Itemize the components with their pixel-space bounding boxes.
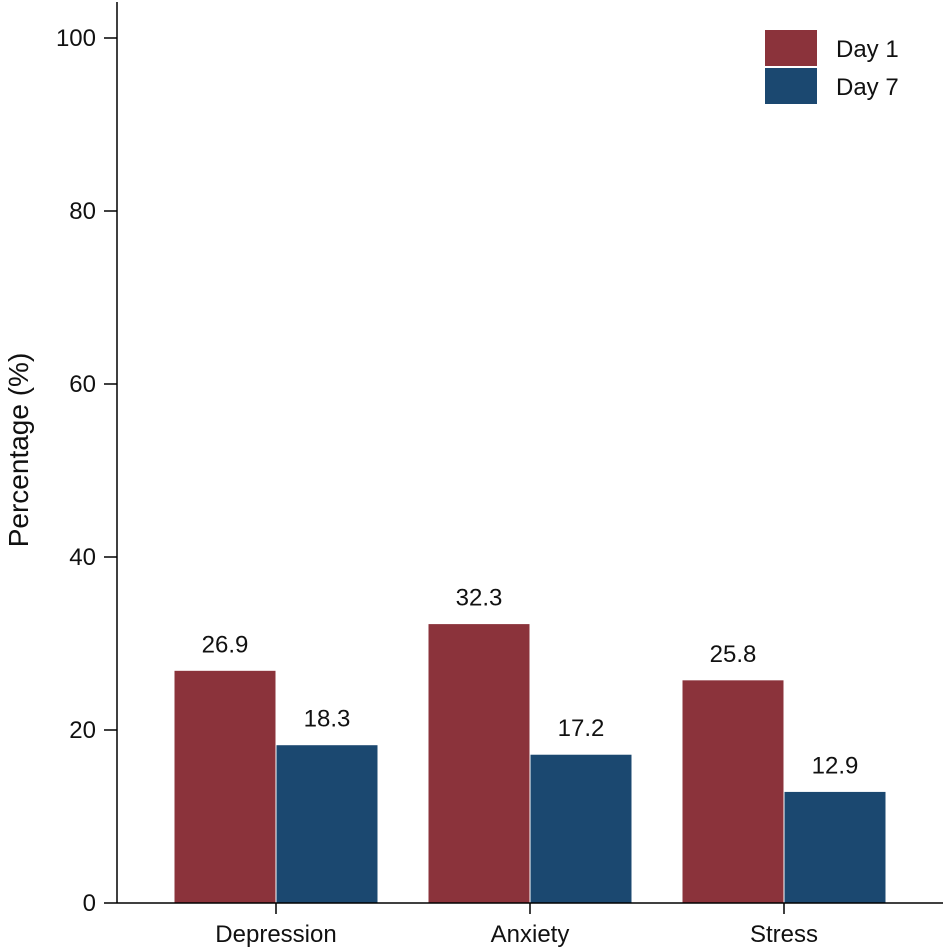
bar-anxiety-day-7	[529, 753, 633, 904]
x-tick-label-depression: Depression	[215, 921, 336, 948]
data-label-stress-day-7: 12.9	[812, 752, 859, 779]
legend-label-day-7: Day 7	[836, 74, 899, 101]
data-label-depression-day-1: 26.9	[202, 631, 249, 658]
legend-swatch-day-7	[765, 68, 817, 104]
y-tick-label: 0	[83, 890, 96, 917]
y-tick-label: 60	[69, 371, 96, 398]
y-tick-label: 80	[69, 198, 96, 225]
x-ticks-layer: Depression Anxiety Stress	[215, 903, 818, 948]
data-label-stress-day-1: 25.8	[710, 641, 757, 668]
legend: Day 1 Day 7	[765, 30, 899, 104]
y-tick-label: 100	[56, 25, 96, 52]
y-axis-label: Percentage (%)	[3, 353, 34, 548]
x-tick-label-stress: Stress	[750, 921, 818, 948]
data-labels-layer: 26.9 18.3 32.3 17.2 25.8 12.9	[202, 585, 859, 780]
data-label-depression-day-7: 18.3	[304, 706, 351, 733]
data-label-anxiety-day-7: 17.2	[558, 715, 605, 742]
bar-depression-day-7	[275, 744, 379, 904]
bar-anxiety-day-1	[427, 623, 531, 904]
bar-stress-day-7	[783, 790, 887, 904]
y-ticks-layer: 0 20 40 60 80 100	[56, 25, 117, 917]
bar-depression-day-1	[173, 669, 277, 904]
legend-label-day-1: Day 1	[836, 36, 899, 63]
bars-layer	[173, 623, 887, 904]
data-label-anxiety-day-1: 32.3	[456, 585, 503, 612]
legend-swatch-day-1	[765, 30, 817, 66]
x-tick-label-anxiety: Anxiety	[491, 921, 570, 948]
y-tick-label: 20	[69, 717, 96, 744]
bar-stress-day-1	[681, 679, 785, 904]
y-tick-label: 40	[69, 544, 96, 571]
